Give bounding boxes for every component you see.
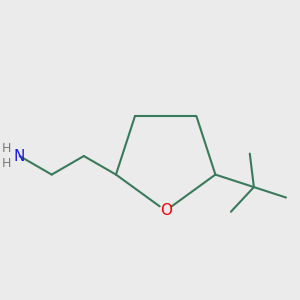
Text: N: N [14, 148, 25, 164]
Text: H: H [2, 142, 11, 155]
Text: H: H [2, 157, 11, 170]
Text: O: O [160, 203, 172, 218]
